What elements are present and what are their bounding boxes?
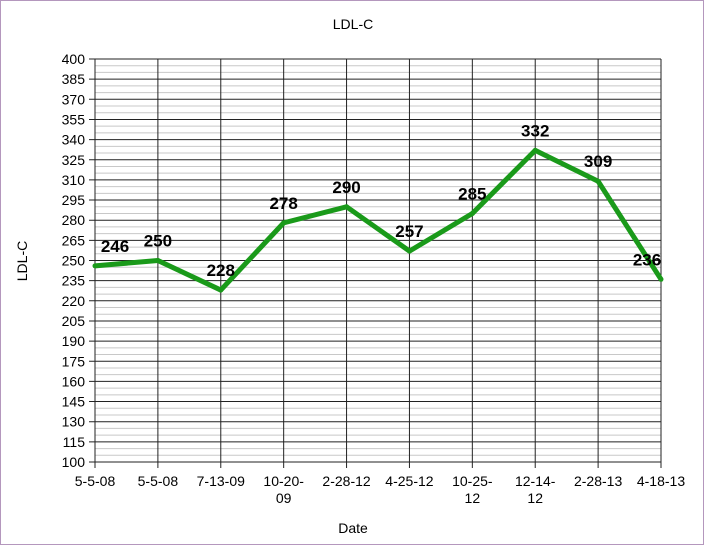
x-tick-label: 10-25-12 — [452, 473, 493, 506]
x-tick-label: 2-28-13 — [574, 473, 622, 489]
y-tick-label: 310 — [62, 172, 86, 188]
y-tick-label: 340 — [62, 132, 86, 148]
y-tick-label: 160 — [62, 373, 86, 389]
y-tick-label: 115 — [63, 434, 86, 450]
data-point — [532, 147, 538, 153]
data-label: 332 — [521, 121, 549, 140]
x-tick-label: 5-5-08 — [75, 473, 116, 489]
data-label: 257 — [395, 222, 423, 241]
data-point — [658, 276, 664, 282]
x-tick-label: 5-5-08 — [138, 473, 179, 489]
x-tick-label: 4-18-13 — [637, 473, 685, 489]
y-tick-label: 355 — [62, 111, 86, 127]
y-tick-label: 325 — [62, 152, 86, 168]
data-point — [595, 178, 601, 184]
series-line — [94, 147, 664, 293]
data-point — [218, 287, 224, 293]
x-tick-label: 7-13-09 — [197, 473, 245, 489]
x-tick-label: 12-14-12 — [515, 473, 556, 506]
data-label: 228 — [207, 261, 235, 280]
data-point — [155, 258, 161, 263]
y-tick-label: 295 — [62, 192, 86, 208]
y-tick-label: 400 — [62, 51, 86, 67]
y-tick-label: 280 — [62, 212, 86, 228]
data-label: 285 — [458, 184, 486, 203]
data-label: 290 — [332, 178, 360, 197]
data-point — [406, 248, 412, 254]
data-label: 246 — [101, 237, 129, 256]
y-tick-label: 235 — [62, 273, 86, 289]
chart-title: LDL-C — [333, 16, 373, 32]
y-axis-label: LDL-C — [14, 241, 30, 281]
y-tick-label: 220 — [62, 293, 86, 309]
y-tick-label: 265 — [62, 232, 86, 248]
y-tick-label: 145 — [62, 394, 86, 410]
data-label: 250 — [144, 232, 172, 251]
x-tick-label: 4-25-12 — [385, 473, 433, 489]
data-point — [344, 204, 350, 210]
x-tick-label: 2-28-12 — [322, 473, 370, 489]
y-tick-label: 100 — [62, 454, 86, 470]
data-label: 278 — [269, 194, 297, 213]
data-label: 309 — [584, 152, 612, 171]
x-tick-label: 10-20-09 — [263, 473, 304, 506]
data-point — [92, 263, 98, 269]
data-point — [281, 220, 287, 226]
y-tick-label: 385 — [62, 71, 86, 87]
y-tick-label: 190 — [62, 333, 86, 349]
y-tick-label: 205 — [62, 313, 86, 329]
data-label: 236 — [633, 250, 661, 269]
y-tick-label: 130 — [62, 414, 86, 430]
y-tick-label: 370 — [62, 91, 86, 107]
x-axis-label: Date — [338, 520, 368, 536]
data-point — [469, 210, 475, 216]
y-tick-label: 250 — [62, 253, 86, 269]
y-tick-label: 175 — [62, 353, 86, 369]
